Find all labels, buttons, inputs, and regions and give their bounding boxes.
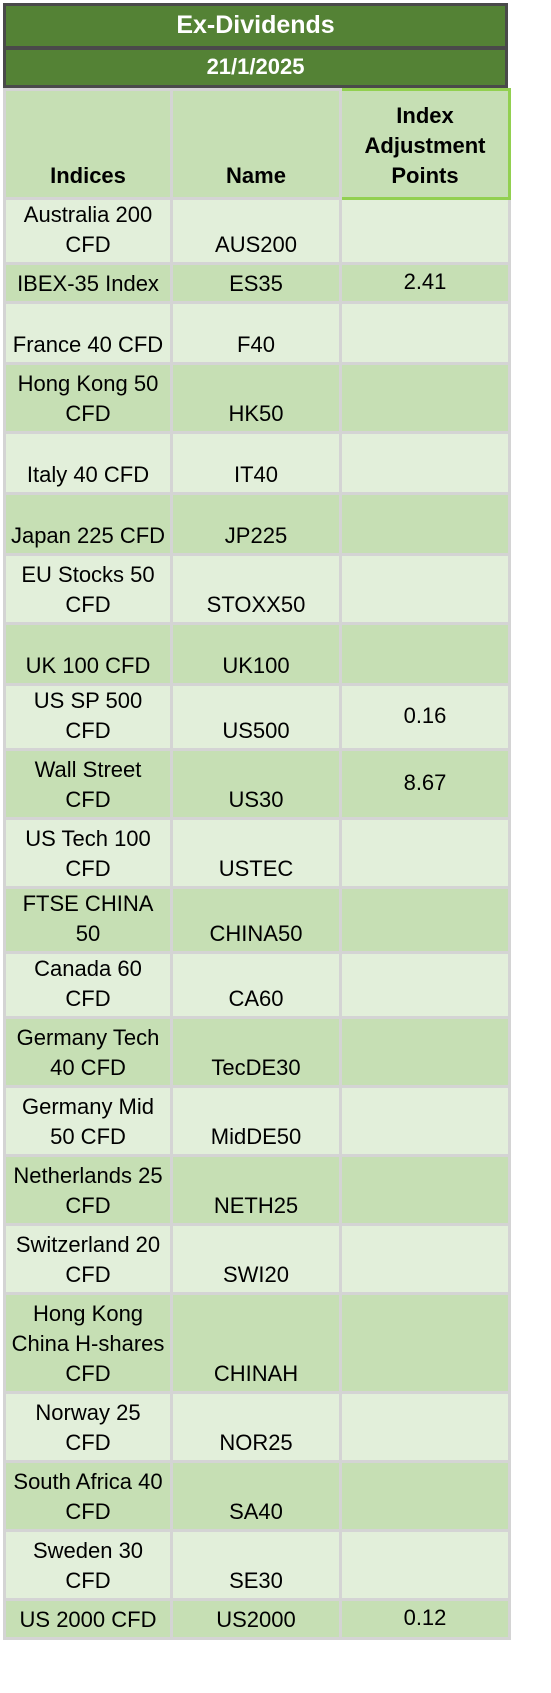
cell-index[interactable]: South Africa 40 CFD <box>3 1460 173 1532</box>
cell-points[interactable] <box>339 1391 511 1463</box>
ex-dividends-table: Indices Name Index Adjustment Points Aus… <box>3 88 511 1640</box>
cell-index[interactable]: Hong Kong China H-shares CFD <box>3 1292 173 1394</box>
cell-name[interactable]: JP225 <box>170 492 342 556</box>
cell-name[interactable]: CHINA50 <box>170 886 342 954</box>
cell-index[interactable]: US SP 500 CFD <box>3 683 173 751</box>
cell-name[interactable]: SWI20 <box>170 1223 342 1295</box>
cell-index[interactable]: US Tech 100 CFD <box>3 817 173 889</box>
cell-index[interactable]: IBEX-35 Index <box>3 262 173 304</box>
cell-points[interactable] <box>339 1460 511 1532</box>
cell-points[interactable] <box>339 553 511 625</box>
table-row: Hong Kong 50 CFD HK50 <box>3 362 511 434</box>
table-row: Japan 225 CFD JP225 <box>3 492 511 556</box>
cell-points[interactable]: 0.16 <box>339 683 511 751</box>
table-header-row: Indices Name Index Adjustment Points <box>3 88 511 200</box>
cell-points[interactable] <box>339 492 511 556</box>
cell-name[interactable]: IT40 <box>170 431 342 495</box>
sheet-date: 21/1/2025 <box>3 48 508 88</box>
cell-points[interactable] <box>339 1529 511 1601</box>
column-header-name[interactable]: Name <box>170 88 342 200</box>
cell-name[interactable]: HK50 <box>170 362 342 434</box>
cell-name[interactable]: CA60 <box>170 951 342 1019</box>
cell-index[interactable]: Canada 60 CFD <box>3 951 173 1019</box>
cell-index[interactable]: Italy 40 CFD <box>3 431 173 495</box>
table-row: Germany Tech 40 CFD TecDE30 <box>3 1016 511 1088</box>
cell-name[interactable]: ES35 <box>170 262 342 304</box>
cell-index[interactable]: France 40 CFD <box>3 301 173 365</box>
table-row: France 40 CFD F40 <box>3 301 511 365</box>
cell-points[interactable] <box>339 301 511 365</box>
table-row: IBEX-35 Index ES35 2.41 <box>3 262 511 304</box>
cell-index[interactable]: Switzerland 20 CFD <box>3 1223 173 1295</box>
table-row: Sweden 30 CFD SE30 <box>3 1529 511 1601</box>
cell-points[interactable] <box>339 197 511 265</box>
cell-index[interactable]: FTSE CHINA 50 <box>3 886 173 954</box>
ex-dividends-sheet: Ex-Dividends 21/1/2025 Indices Name Inde… <box>3 3 511 1640</box>
column-header-indices[interactable]: Indices <box>3 88 173 200</box>
table-row: US SP 500 CFD US500 0.16 <box>3 683 511 751</box>
cell-name[interactable]: US500 <box>170 683 342 751</box>
cell-points[interactable] <box>339 1223 511 1295</box>
cell-points[interactable] <box>339 1085 511 1157</box>
table-row: US Tech 100 CFD USTEC <box>3 817 511 889</box>
cell-index[interactable]: Wall Street CFD <box>3 748 173 820</box>
cell-name[interactable]: TecDE30 <box>170 1016 342 1088</box>
cell-points[interactable] <box>339 622 511 686</box>
cell-index[interactable]: Netherlands 25 CFD <box>3 1154 173 1226</box>
cell-points[interactable] <box>339 1154 511 1226</box>
cell-index[interactable]: Japan 225 CFD <box>3 492 173 556</box>
table-row: Australia 200 CFD AUS200 <box>3 197 511 265</box>
cell-points[interactable] <box>339 951 511 1019</box>
cell-index[interactable]: Sweden 30 CFD <box>3 1529 173 1601</box>
table-row: Germany Mid 50 CFD MidDE50 <box>3 1085 511 1157</box>
cell-name[interactable]: NETH25 <box>170 1154 342 1226</box>
cell-index[interactable]: Australia 200 CFD <box>3 197 173 265</box>
table-row: FTSE CHINA 50 CHINA50 <box>3 886 511 954</box>
cell-points[interactable] <box>339 817 511 889</box>
cell-points[interactable]: 0.12 <box>339 1598 511 1640</box>
cell-name[interactable]: USTEC <box>170 817 342 889</box>
cell-name[interactable]: STOXX50 <box>170 553 342 625</box>
table-row: EU Stocks 50 CFD STOXX50 <box>3 553 511 625</box>
cell-name[interactable]: F40 <box>170 301 342 365</box>
cell-index[interactable]: UK 100 CFD <box>3 622 173 686</box>
table-row: UK 100 CFD UK100 <box>3 622 511 686</box>
cell-name[interactable]: US30 <box>170 748 342 820</box>
table-row: Netherlands 25 CFD NETH25 <box>3 1154 511 1226</box>
cell-index[interactable]: Germany Mid 50 CFD <box>3 1085 173 1157</box>
cell-points[interactable] <box>339 1016 511 1088</box>
cell-points[interactable] <box>339 362 511 434</box>
cell-name[interactable]: SE30 <box>170 1529 342 1601</box>
cell-index[interactable]: Hong Kong 50 CFD <box>3 362 173 434</box>
cell-index[interactable]: Norway 25 CFD <box>3 1391 173 1463</box>
table-row: Wall Street CFD US30 8.67 <box>3 748 511 820</box>
table-row: South Africa 40 CFD SA40 <box>3 1460 511 1532</box>
sheet-title: Ex-Dividends <box>3 3 508 48</box>
cell-name[interactable]: NOR25 <box>170 1391 342 1463</box>
cell-index[interactable]: US 2000 CFD <box>3 1598 173 1640</box>
cell-points[interactable] <box>339 1292 511 1394</box>
cell-points[interactable]: 8.67 <box>339 748 511 820</box>
table-row: Hong Kong China H-shares CFD CHINAH <box>3 1292 511 1394</box>
table-row: Canada 60 CFD CA60 <box>3 951 511 1019</box>
cell-name[interactable]: MidDE50 <box>170 1085 342 1157</box>
cell-name[interactable]: CHINAH <box>170 1292 342 1394</box>
cell-name[interactable]: SA40 <box>170 1460 342 1532</box>
cell-points[interactable]: 2.41 <box>339 262 511 304</box>
cell-name[interactable]: US2000 <box>170 1598 342 1640</box>
cell-name[interactable]: AUS200 <box>170 197 342 265</box>
cell-index[interactable]: Germany Tech 40 CFD <box>3 1016 173 1088</box>
cell-points[interactable] <box>339 886 511 954</box>
cell-name[interactable]: UK100 <box>170 622 342 686</box>
cell-points[interactable] <box>339 431 511 495</box>
table-row: Italy 40 CFD IT40 <box>3 431 511 495</box>
table-row: Norway 25 CFD NOR25 <box>3 1391 511 1463</box>
column-header-adjustment-points[interactable]: Index Adjustment Points <box>339 88 511 200</box>
cell-index[interactable]: EU Stocks 50 CFD <box>3 553 173 625</box>
table-row: US 2000 CFD US2000 0.12 <box>3 1598 511 1640</box>
table-row: Switzerland 20 CFD SWI20 <box>3 1223 511 1295</box>
